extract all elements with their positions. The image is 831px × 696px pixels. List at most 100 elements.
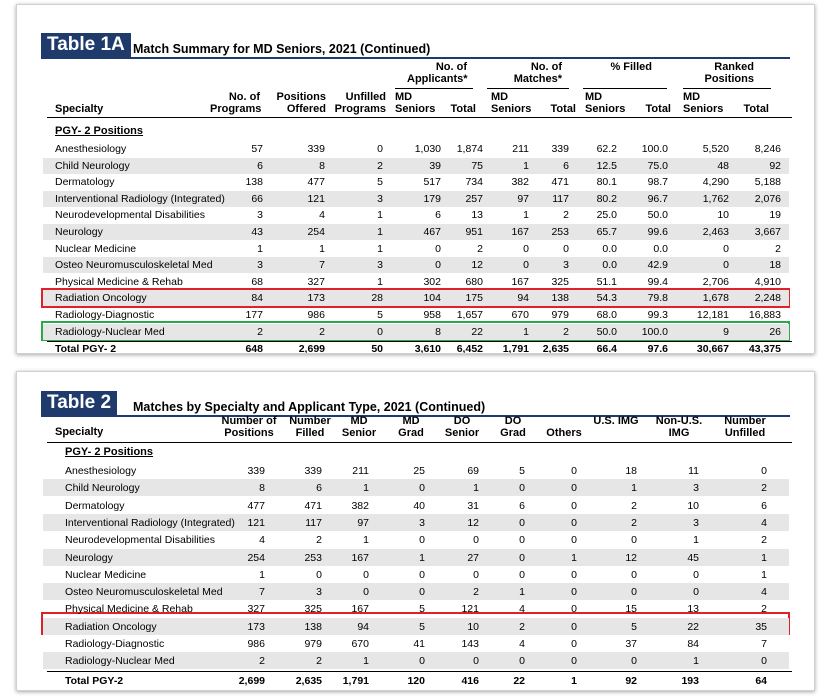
value-cell: 339 <box>551 143 569 155</box>
value-cell: 1 <box>363 534 369 547</box>
total-cell: 2,699 <box>238 674 265 687</box>
value-cell: 177 <box>245 309 263 321</box>
value-cell: 4 <box>519 638 525 650</box>
value-cell: 57 <box>251 143 263 155</box>
value-cell: 0 <box>419 534 425 547</box>
value-cell: 986 <box>307 309 325 321</box>
value-cell: 0 <box>631 568 637 581</box>
value-cell: 96.7 <box>647 192 668 205</box>
total-cell: 193 <box>681 674 699 687</box>
value-cell: 1 <box>761 568 767 581</box>
value-cell: 173 <box>307 292 325 305</box>
value-cell: 0 <box>571 516 577 529</box>
applicants-group-rule <box>395 88 473 89</box>
value-cell: 2 <box>631 499 637 512</box>
total-cell: 64 <box>755 674 767 687</box>
value-cell: 84 <box>687 638 699 650</box>
table-row <box>43 257 789 274</box>
specialty-cell: Radiology-Nuclear Med <box>65 655 175 668</box>
value-cell: 97 <box>357 516 369 529</box>
total-cell: 30,667 <box>696 343 729 354</box>
value-cell: 1 <box>693 655 699 668</box>
value-cell: 2 <box>563 209 569 222</box>
table-2-tag: Table 2 <box>41 391 118 415</box>
value-cell: 327 <box>307 275 325 288</box>
specialty-cell: Osteo Neuromusculoskeletal Med <box>55 259 213 272</box>
value-cell: 41 <box>413 638 425 650</box>
value-cell: 138 <box>245 176 263 189</box>
total-cell: 2,699 <box>298 343 325 354</box>
value-cell: 62.2 <box>596 143 617 155</box>
value-cell: 3 <box>563 259 569 272</box>
value-cell: 211 <box>352 465 369 477</box>
value-cell: 39 <box>429 159 441 172</box>
specialty-cell: Neurodevelopmental Disabilities <box>65 534 215 547</box>
value-cell: 1,030 <box>414 143 441 155</box>
value-cell: 19 <box>769 209 781 222</box>
value-cell: 1 <box>693 534 699 547</box>
value-cell: 2 <box>477 242 483 255</box>
applicants-total-header: Total <box>450 103 476 115</box>
value-cell: 22 <box>687 620 699 633</box>
table-1a-titlebar: Table 1A Match Summary for MD Seniors, 2… <box>41 33 790 59</box>
value-cell: 1 <box>377 209 383 222</box>
value-cell: 66 <box>251 192 263 205</box>
value-cell: 117 <box>552 192 569 205</box>
value-cell: 986 <box>247 638 265 650</box>
value-cell: 253 <box>551 226 569 238</box>
value-cell: 3,667 <box>754 226 781 238</box>
section-pgy2-heading: PGY- 2 Positions <box>55 125 144 137</box>
value-cell: 3 <box>419 516 425 529</box>
value-cell: 179 <box>423 192 441 205</box>
value-cell: 18 <box>769 259 781 272</box>
total-cell: 22 <box>513 674 525 687</box>
ranked-group-rule <box>683 88 771 89</box>
value-cell: 1 <box>523 325 529 338</box>
value-cell: 12,181 <box>696 309 729 321</box>
value-cell: 0 <box>419 586 425 599</box>
section-pgy2-heading-2: PGY- 2 Positions <box>65 446 154 458</box>
value-cell: 325 <box>551 275 569 288</box>
value-cell: 6 <box>563 159 569 172</box>
value-cell: 1 <box>473 482 479 495</box>
specialty-cell: Dermatology <box>65 499 125 512</box>
value-cell: 5 <box>631 620 637 633</box>
value-cell: 92 <box>769 159 781 172</box>
number-filled-header: Number Filled <box>289 415 331 439</box>
value-cell: 4 <box>319 209 325 222</box>
value-cell: 10 <box>687 499 699 512</box>
table-row <box>43 548 789 566</box>
value-cell: 1 <box>631 482 637 495</box>
value-cell: 302 <box>423 275 441 288</box>
value-cell: 69 <box>467 465 479 477</box>
value-cell: 0 <box>571 568 577 581</box>
table-row <box>43 652 789 670</box>
value-cell: 339 <box>304 465 322 477</box>
value-cell: 15 <box>625 603 637 616</box>
specialty-cell: Nuclear Medicine <box>55 242 137 255</box>
value-cell: 1,762 <box>702 192 729 205</box>
specialty-cell: Osteo Neuromusculoskeletal Med <box>65 586 223 599</box>
specialty-cell: Anesthesiology <box>55 143 127 155</box>
value-cell: 0 <box>316 568 322 581</box>
value-cell: 11 <box>688 465 699 477</box>
value-cell: 8 <box>259 482 265 495</box>
md-grad-header: MD Grad <box>398 415 424 439</box>
value-cell: 98.7 <box>647 176 668 189</box>
value-cell: 2 <box>316 534 322 547</box>
value-cell: 0 <box>419 482 425 495</box>
value-cell: 175 <box>465 292 483 305</box>
total-rule <box>47 341 792 343</box>
value-cell: 2 <box>377 159 383 172</box>
table-row <box>43 323 789 340</box>
value-cell: 1 <box>419 551 425 564</box>
value-cell: 211 <box>512 143 529 155</box>
value-cell: 94 <box>357 620 369 633</box>
value-cell: 2 <box>319 325 325 338</box>
total-cell: 1 <box>571 674 577 687</box>
value-cell: 1 <box>363 482 369 495</box>
value-cell: 471 <box>551 176 569 189</box>
value-cell: 0 <box>571 586 577 599</box>
value-cell: 94 <box>517 292 529 305</box>
value-cell: 5 <box>377 309 383 321</box>
